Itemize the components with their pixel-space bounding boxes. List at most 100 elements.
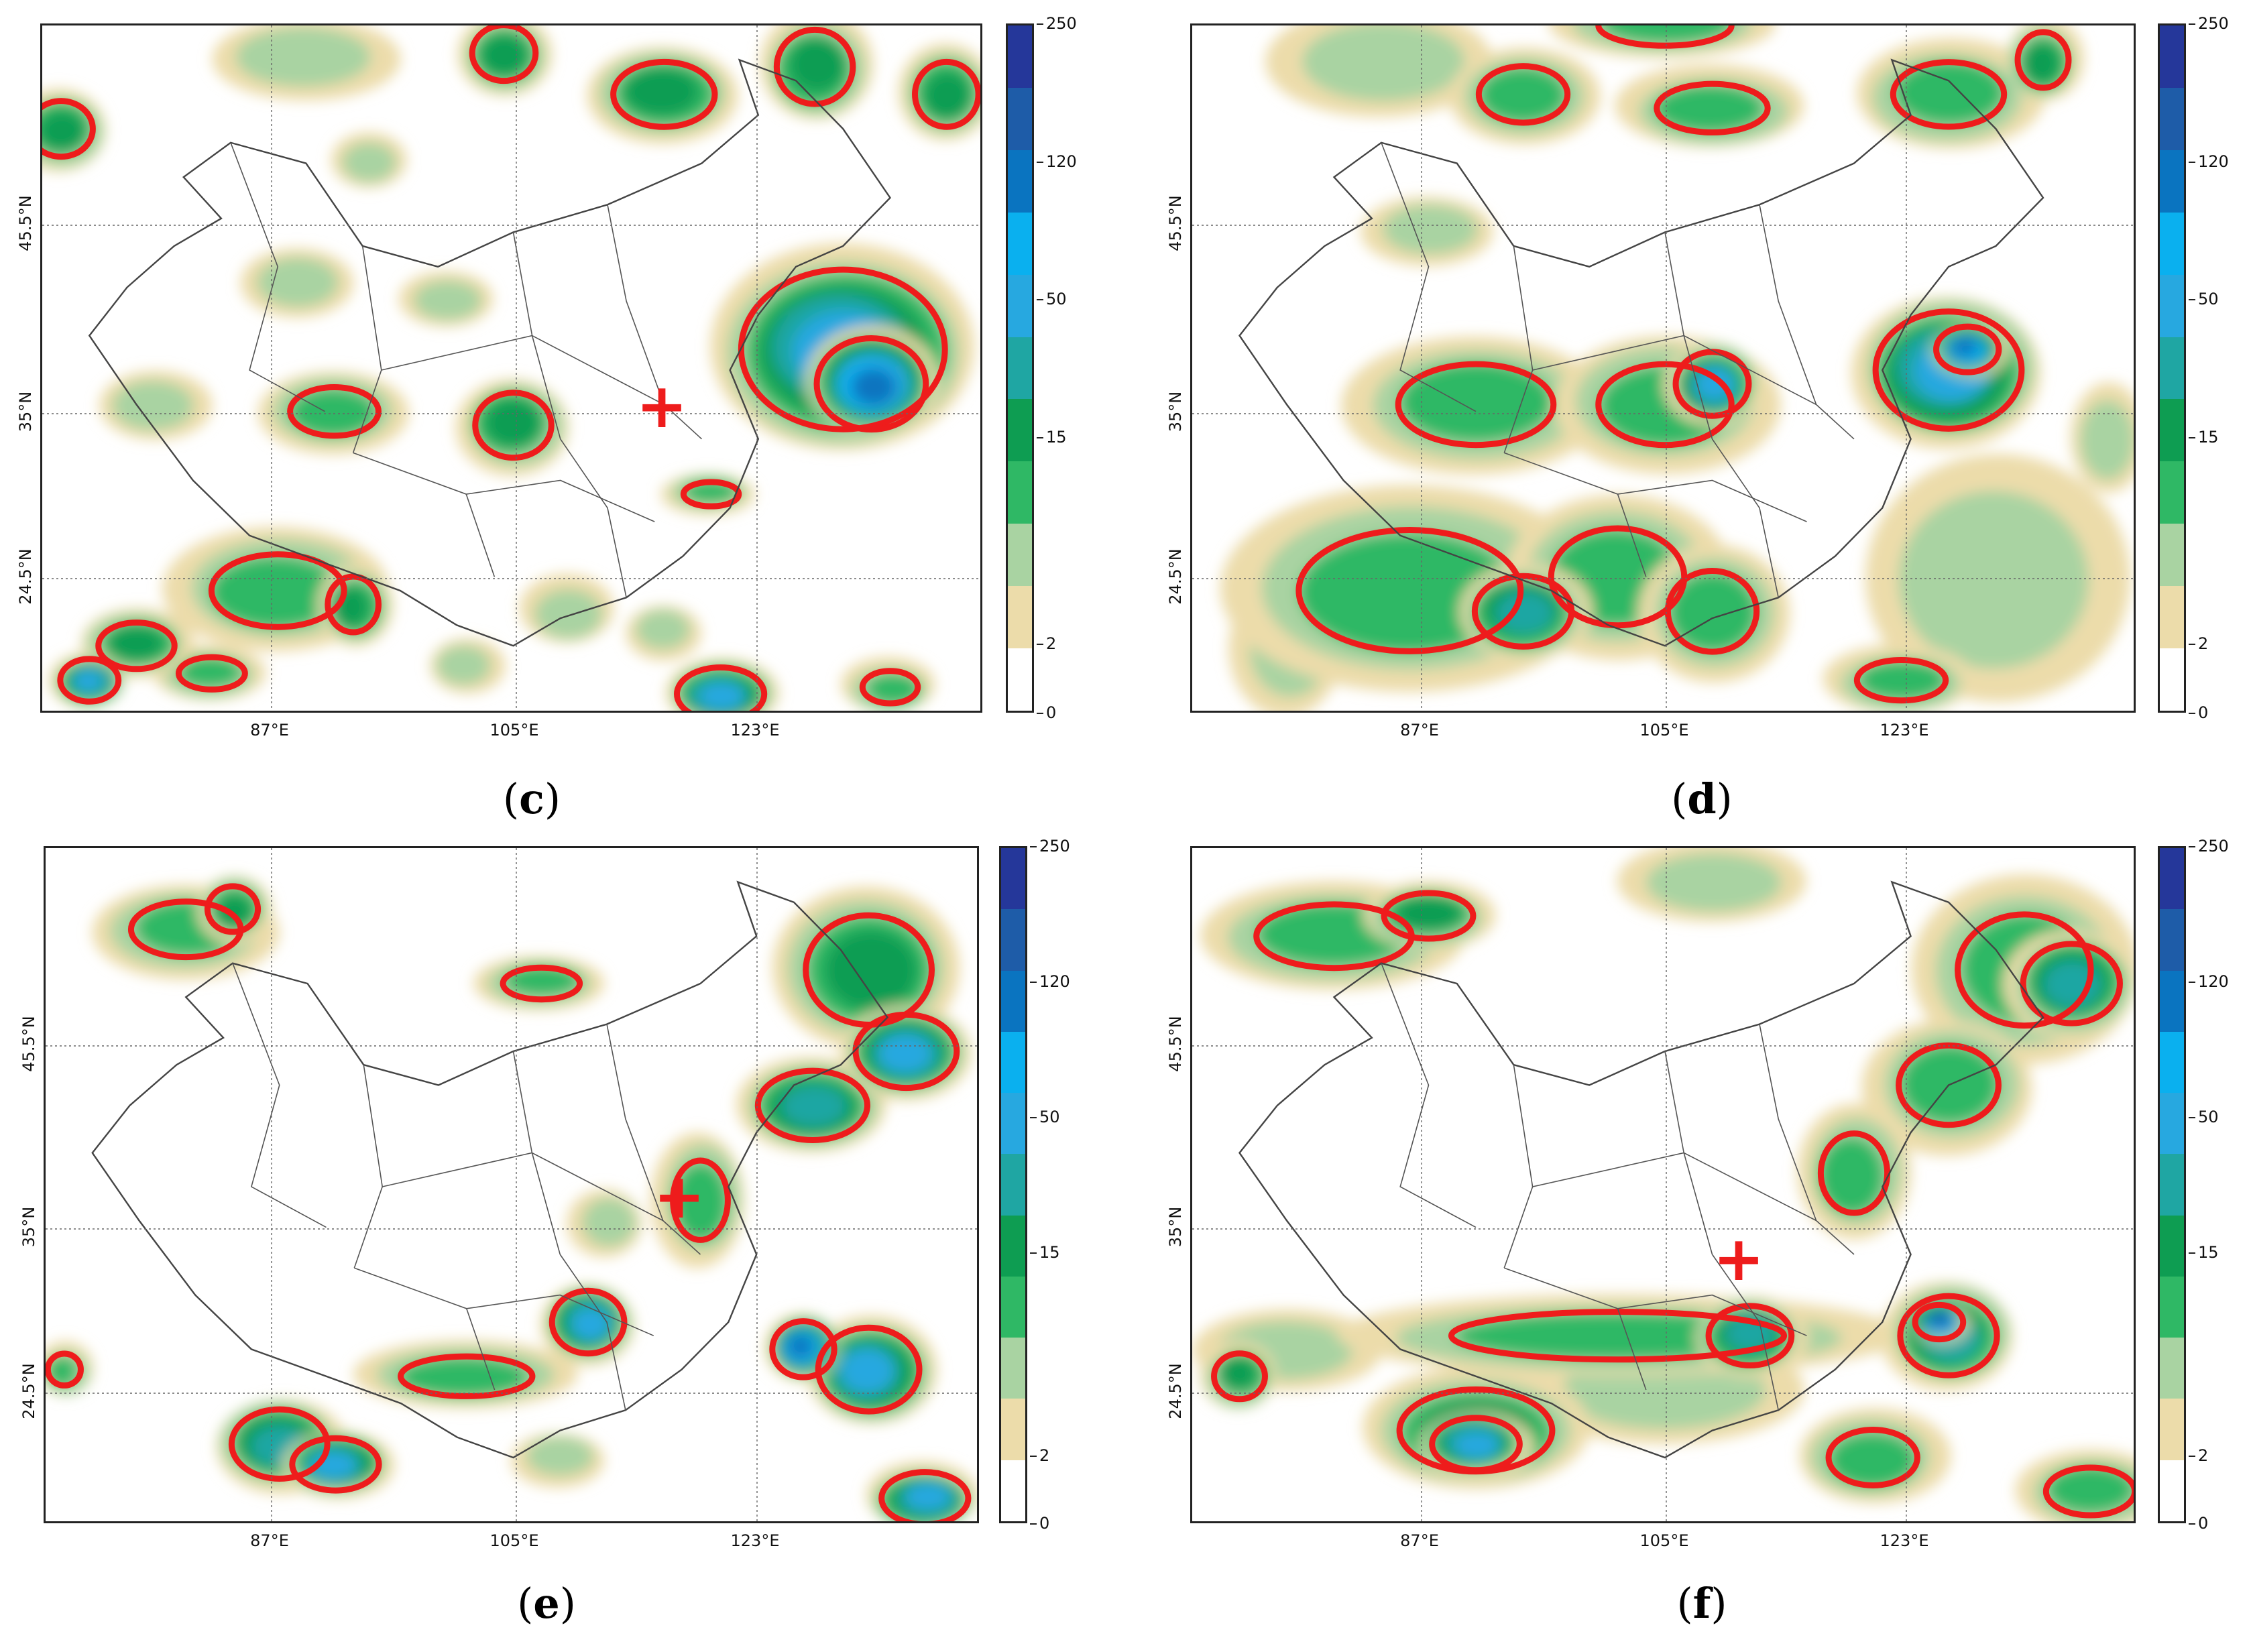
precip-cell: [1383, 204, 1478, 254]
red-contour: [42, 98, 96, 160]
province-boundary: [1711, 1254, 1779, 1411]
colorbar-segment: [2160, 1093, 2184, 1155]
precip-cell: [787, 1335, 813, 1358]
country-boundary: [1238, 58, 2044, 647]
colorbar-segment: [2160, 648, 2184, 711]
province-boundary: [353, 452, 655, 522]
longitude-tick-label: 87°E: [250, 721, 289, 740]
precip-cell: [781, 1085, 847, 1127]
precip-cell: [342, 142, 396, 182]
province-boundary: [1503, 1065, 1534, 1268]
precip-cell: [1669, 572, 1757, 652]
red-contour: [1705, 1303, 1795, 1368]
colorbar-segment: [2160, 1338, 2184, 1399]
red-contour: [1955, 911, 2094, 1029]
map-canvas: +: [46, 848, 977, 1521]
red-contour: [1896, 1042, 2002, 1128]
longitude-tick-label: 123°E: [730, 721, 780, 740]
latitude-tick-label: 24.5°N: [19, 1363, 38, 1419]
panel-label-letter: e: [533, 1579, 560, 1628]
colorbar-segment: [2160, 399, 2184, 462]
province-boundary: [232, 963, 327, 1228]
panel-label-open: (: [1671, 774, 1688, 823]
red-contour: [1395, 361, 1557, 449]
province-boundary: [1617, 1308, 1647, 1391]
colorbar-tick-label: 120: [1037, 152, 1077, 171]
precipitation-map: +: [40, 23, 982, 713]
precip-cell: [72, 670, 102, 693]
latitude-tick-label: 45.5°N: [1166, 195, 1185, 251]
precip-cell: [852, 368, 897, 406]
colorbar-segment: [1008, 337, 1032, 400]
red-contour: [472, 390, 555, 461]
precip-cell: [924, 72, 971, 120]
colorbar-tick-label: 2: [1029, 1446, 1050, 1465]
precip-cell: [1929, 1313, 1948, 1326]
precip-cell: [436, 645, 491, 685]
red-contour: [398, 1353, 536, 1399]
map-canvas: +: [42, 25, 980, 711]
red-contour: [1429, 1415, 1523, 1474]
panel-label-close: ): [559, 1579, 576, 1628]
province-boundary: [382, 1152, 664, 1222]
colorbar-segment: [1001, 1093, 1025, 1155]
precip-cell: [582, 1197, 636, 1247]
colorbar-segment: [1008, 25, 1032, 88]
precip-cell: [1819, 1136, 1885, 1215]
red-contour: [1672, 349, 1752, 419]
colorbar-tick-label: 2: [1036, 634, 1057, 654]
precip-cell: [107, 626, 164, 660]
precip-cell: [842, 1349, 893, 1393]
precip-cell: [399, 1357, 528, 1397]
precip-cell: [1898, 491, 2089, 669]
red-contour: [57, 656, 122, 705]
colorbar-tick-label: 2: [2188, 1446, 2209, 1465]
colorbar-segment: [2160, 524, 2184, 587]
red-contour: [1471, 573, 1575, 650]
precip-cell: [878, 1035, 931, 1073]
colorbar-tick-label: 2: [2188, 634, 2209, 654]
precip-cell: [235, 27, 371, 87]
colorbar-tick-label: 0: [2188, 1514, 2209, 1533]
red-contour: [773, 26, 856, 107]
precip-cell: [1396, 897, 1462, 931]
province-boundary: [1381, 142, 1477, 412]
red-contour: [2042, 1464, 2134, 1519]
red-contour: [1825, 1427, 1920, 1488]
province-boundary: [353, 1065, 384, 1268]
red-contour: [175, 654, 248, 693]
province-boundary: [1617, 493, 1647, 577]
colorbar-segment: [1001, 1276, 1025, 1338]
red-contour: [1912, 1301, 1967, 1343]
colorbar-segment: [2160, 909, 2184, 971]
red-contour: [204, 883, 262, 935]
colorbar-tick-label: 50: [2189, 1108, 2219, 1126]
colorbar-segment: [1001, 1215, 1025, 1277]
red-contour: [1872, 308, 2025, 432]
latitude-tick-label: 24.5°N: [1166, 548, 1185, 605]
panel-label-close: ): [544, 774, 561, 823]
latitude-tick-label: 45.5°N: [19, 1016, 38, 1072]
province-boundary: [1711, 438, 1779, 598]
colorbar-segment: [1008, 648, 1032, 711]
colorbar-segment: [2160, 1460, 2184, 1521]
precip-cell: [1454, 1433, 1500, 1460]
longitude-tick-label: 123°E: [1880, 1531, 1929, 1550]
red-contour: [289, 1435, 382, 1494]
precip-cell: [526, 1436, 593, 1476]
colorbar-tick-label: 15: [2189, 427, 2219, 447]
red-contour: [1295, 527, 1524, 654]
red-cross-icon: +: [1713, 1223, 1764, 1295]
red-contour: [674, 664, 768, 711]
red-contour: [46, 1350, 84, 1389]
map-canvas: +: [1192, 848, 2134, 1521]
province-boundary: [1504, 1267, 1807, 1336]
panel-label-letter: c: [519, 774, 544, 823]
colorbar-tick-label: 250: [1030, 837, 1070, 856]
precip-cell: [112, 381, 194, 430]
red-contour: [208, 551, 347, 630]
panel-label-close: ): [1711, 1579, 1727, 1628]
precip-cell: [210, 556, 341, 628]
red-contour: [325, 573, 382, 636]
red-contour: [1381, 890, 1477, 942]
